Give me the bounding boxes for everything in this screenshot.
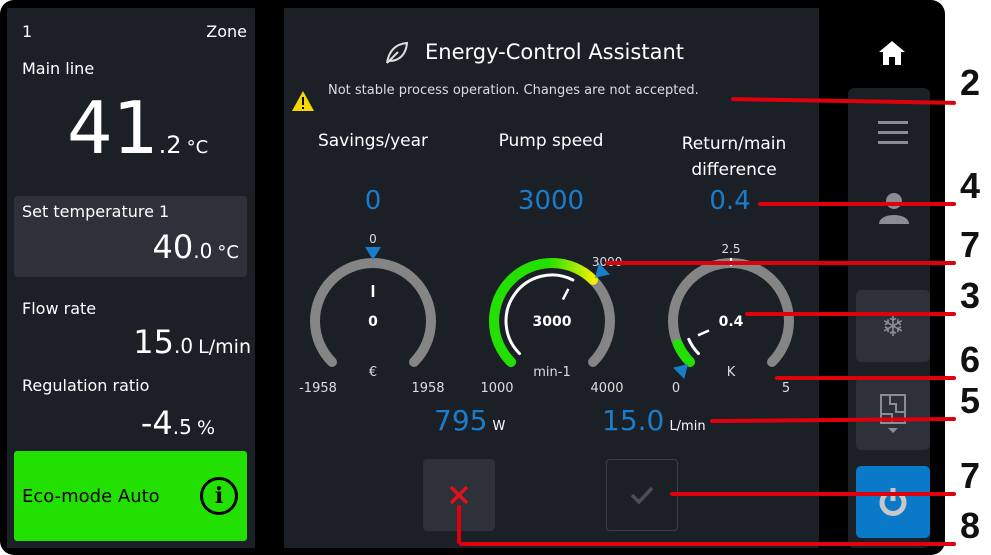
warning-message: Not stable process operation. Changes ar… [328, 83, 699, 98]
main-line-temp: 41.2 °C [67, 86, 208, 170]
gauge-needle [697, 329, 710, 337]
main-temp-dec: .2 [158, 131, 182, 159]
accept-button[interactable] [606, 459, 678, 531]
callout-line [775, 376, 956, 380]
nav-power[interactable] [856, 466, 930, 538]
zone-panel: 1 Zone Main line 41.2 °C Set temperature… [7, 8, 255, 548]
setpoint-marker [595, 263, 610, 278]
set-temp-int: 40 [152, 228, 194, 266]
callout-number: 8 [960, 505, 981, 546]
nav-floorplan[interactable] [856, 378, 930, 450]
reg-dec: .5 [172, 415, 192, 439]
nav-home[interactable] [848, 8, 930, 88]
power-value: 795 [434, 404, 488, 437]
reg-int: -4 [140, 404, 173, 442]
flow-dec: .0 [173, 334, 194, 358]
main-temp-int: 41 [67, 86, 159, 170]
gauge-center-value: 3000 [533, 314, 572, 330]
gauges: 00€-1958195830003000min-1100040002.50.4K… [299, 232, 794, 396]
panel-title: Energy-Control Assistant [425, 40, 684, 64]
callout-number: 4 [960, 165, 981, 206]
user-icon[interactable] [878, 192, 910, 224]
pump-speed-value[interactable]: 3000 [517, 186, 585, 216]
set-temp-dec: .0 [193, 239, 213, 263]
flow-unit: L/min [198, 336, 251, 358]
callout-number: 2 [960, 62, 981, 103]
gauge-max-label: 5 [782, 381, 790, 396]
home-icon [879, 41, 905, 65]
callout-number: 7 [960, 455, 981, 496]
setpoint-marker [365, 247, 381, 260]
savings-value[interactable]: 0 [364, 186, 382, 216]
setpoint-label: 0 [369, 232, 377, 246]
callout-line [745, 312, 956, 316]
callout-number: 5 [960, 380, 981, 421]
set-temp-unit: °C [217, 242, 239, 263]
mid-label: 2.5 [721, 242, 740, 256]
callout-number: 6 [960, 339, 981, 380]
gauge-min-label: -1958 [299, 381, 337, 396]
callout-line [605, 261, 956, 265]
gauge-unit: € [369, 365, 377, 380]
checkmark-icon [630, 486, 654, 505]
reg-unit: % [196, 417, 215, 439]
gauge-unit: min-1 [533, 365, 570, 380]
eco-mode-button[interactable]: Eco-mode Auto i [14, 451, 247, 541]
close-icon [449, 485, 469, 505]
nav-bar: ❄ [848, 88, 930, 548]
gauge-max-label: 4000 [590, 381, 623, 396]
callout-line [758, 202, 956, 206]
gauge-actual-arc [504, 273, 575, 356]
gauge-center-value: 0.4 [719, 314, 744, 330]
flow-value: 15.0 [602, 404, 665, 437]
power-unit: W [492, 419, 506, 434]
cancel-button[interactable] [423, 459, 495, 531]
nav-cooling[interactable]: ❄ [856, 290, 930, 362]
callout-line [459, 542, 956, 546]
return-main-difference-label: Return/main difference [681, 134, 787, 180]
gauge-max-label: 1958 [411, 381, 444, 396]
pump-speed-label: Pump speed [498, 131, 604, 151]
eco-mode-label: Eco-mode Auto [22, 486, 160, 507]
setpoint-marker [673, 364, 688, 379]
snowflake-icon: ❄ [881, 309, 905, 343]
gauge-center-value: 0 [368, 314, 378, 330]
gauge-track [310, 258, 436, 368]
flow-unit-center: L/min [669, 419, 706, 434]
info-icon[interactable]: i [200, 477, 238, 515]
savings-label: Savings/year [317, 131, 429, 151]
flow-rate-label: Flow rate [22, 299, 97, 318]
zone-number: 1 [22, 22, 33, 41]
main-temp-unit: °C [186, 137, 209, 158]
gauge-fill [672, 339, 695, 368]
leaf-icon [386, 41, 409, 64]
regulation-ratio-label: Regulation ratio [22, 376, 150, 395]
power-icon [879, 488, 907, 516]
set-temperature-box[interactable]: Set temperature 1 40.0 °C [14, 196, 247, 277]
main-line-label: Main line [22, 59, 95, 78]
gauge-actual-arc [687, 337, 700, 356]
gauge-unit: K [727, 365, 736, 380]
energy-control-panel: Energy-Control Assistant Not stable proc… [284, 8, 819, 548]
zone-label: Zone [206, 22, 247, 41]
warning-icon [292, 91, 314, 111]
menu-icon[interactable] [878, 121, 908, 145]
callout-number: 3 [960, 275, 981, 316]
gauge-min-label: 0 [672, 381, 680, 396]
floorplan-icon [880, 394, 906, 433]
gauge-fill [489, 258, 599, 368]
difference-value[interactable]: 0.4 [709, 186, 751, 216]
callout-line [670, 492, 956, 496]
gauge-min-label: 1000 [480, 381, 513, 396]
callout-line [457, 505, 461, 544]
flow-int: 15 [133, 323, 174, 361]
set-temp-label: Set temperature 1 [22, 202, 170, 221]
gauge-needle [561, 288, 570, 301]
callout-number: 7 [960, 224, 981, 265]
